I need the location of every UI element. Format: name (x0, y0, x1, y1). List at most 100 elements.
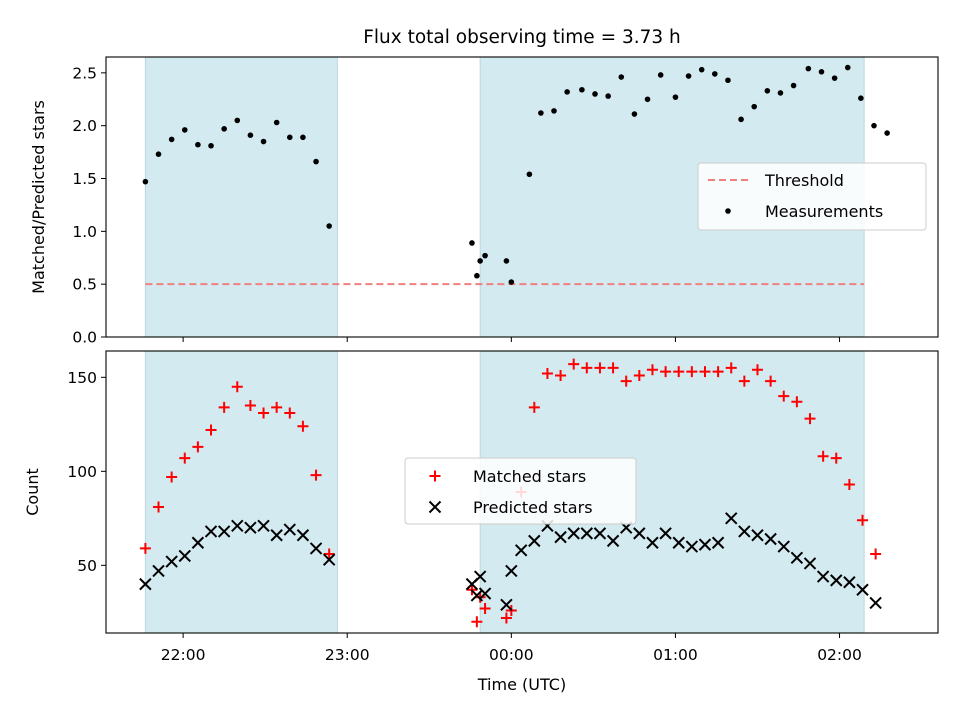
bottom-predicted-stars-point (633, 527, 646, 540)
top-measurements-point (592, 91, 598, 97)
bottom-predicted-stars-point (790, 551, 804, 565)
top-observing-window-0 (144, 56, 338, 338)
bottom-matched-stars-point (231, 381, 243, 393)
bottom-predicted-stars-point (204, 525, 218, 538)
bottom-matched-stars-point (686, 366, 698, 378)
top-measurements-point (221, 126, 227, 132)
bottom-predicted-stars-point (217, 525, 231, 538)
legend-predicted-swatch (428, 500, 442, 514)
bottom-matched-stars-point (804, 413, 816, 425)
chart-title: Flux total observing time = 3.73 h (363, 27, 681, 48)
bottom-matched-stars-point (581, 362, 593, 374)
bottom-matched-stars-point (646, 364, 658, 376)
bottom-matched-stars-point (244, 400, 256, 412)
bottom-predicted-stars-point (500, 598, 513, 612)
top-measurements-point (751, 103, 758, 110)
top-measurements-point (644, 96, 651, 103)
bottom-predicted-stars-point (283, 523, 297, 536)
legend-measurements-label: Measurements (765, 202, 883, 221)
bottom-matched-stars-point (500, 612, 512, 624)
bottom-predicted-stars-point (659, 527, 672, 540)
top-measurements-point (326, 223, 332, 229)
legend-threshold-label: Threshold (764, 171, 844, 190)
bottom-matched-stars-point (830, 452, 842, 464)
top-measurements-point (482, 252, 488, 259)
bottom-matched-stars-point (712, 366, 724, 378)
bottom-matched-stars-point (310, 469, 322, 481)
bottom-predicted-stars-point (672, 536, 685, 549)
bottom-matched-stars-point (323, 548, 335, 560)
legend-predicted-label: Predicted stars (473, 498, 593, 517)
x-tick-label: 01:00 (653, 646, 698, 664)
top-measurements-point (526, 171, 533, 178)
top-y-tick-label: 2.0 (72, 117, 97, 135)
bottom-y-tick-label: 100 (67, 463, 97, 481)
bottom-matched-stars-point (699, 366, 711, 378)
bottom-matched-stars-point (765, 375, 777, 387)
bottom-legend-box (404, 457, 637, 525)
legend-measurements-swatch (725, 208, 731, 214)
bottom-predicted-stars-point (777, 540, 790, 553)
bottom-matched-stars-point (620, 375, 632, 387)
bottom-matched-stars-point (541, 368, 553, 380)
bottom-predicted-stars-point (322, 553, 336, 566)
bottom-matched-stars-point (778, 390, 790, 402)
top-y-tick-label: 2.5 (72, 64, 97, 82)
top-measurements-point (777, 90, 784, 96)
bottom-predicted-stars-point (514, 544, 528, 557)
bottom-predicted-stars-point (738, 525, 751, 538)
bottom-predicted-stars-point (606, 534, 620, 548)
bottom-predicted-stars-point (473, 570, 487, 583)
x-axis-label: Time (UTC) (477, 675, 566, 694)
top-measurements-point (181, 127, 188, 133)
top-measurements-point (884, 130, 890, 136)
top-measurements-point (538, 110, 544, 116)
top-legend-box (697, 162, 927, 231)
bottom-matched-stars-point (660, 366, 672, 378)
bottom-matched-stars-point (673, 366, 685, 378)
bottom-matched-stars-point (568, 358, 580, 370)
bottom-predicted-stars-point (296, 529, 310, 542)
top-measurements-point (234, 117, 241, 124)
bottom-matched-stars-point (870, 548, 882, 560)
top-measurements-point (260, 138, 267, 145)
x-tick-label: 23:00 (325, 646, 370, 664)
bottom-matched-stars-point (528, 401, 540, 413)
top-measurements-point (247, 132, 254, 138)
legend-matched-label: Matched stars (473, 467, 586, 486)
bottom-predicted-stars-point (646, 536, 659, 549)
bottom-predicted-stars-point (152, 564, 165, 578)
bottom-matched-stars-point (166, 471, 178, 483)
top-measurements-point (672, 94, 679, 100)
bottom-matched-stars-point (271, 401, 283, 413)
top-y-axis-label: Matched/Predicted stars (29, 100, 48, 294)
bottom-predicted-stars-point (751, 529, 764, 542)
bottom-predicted-stars-point (816, 570, 830, 583)
bottom-matched-stars-point (258, 407, 270, 419)
bottom-predicted-stars-point (830, 574, 843, 587)
bottom-legend: Matched stars Predicted stars (404, 457, 637, 525)
bottom-predicted-stars-point (165, 555, 178, 568)
bottom-matched-stars-point (817, 450, 829, 462)
top-measurements-point (313, 158, 319, 165)
bottom-predicted-stars-point (698, 538, 712, 551)
bottom-matched-stars-point (139, 542, 151, 554)
top-measurements-point (698, 66, 705, 73)
top-measurements-point (286, 134, 293, 141)
top-measurements-point (831, 75, 838, 81)
bottom-predicted-stars-point (231, 519, 244, 533)
top-measurements-point (579, 86, 585, 93)
bottom-predicted-stars-point (478, 587, 492, 600)
bottom-predicted-stars-point (869, 596, 882, 610)
bottom-matched-stars-point (607, 362, 619, 374)
top-measurements-point (168, 136, 175, 143)
x-tick-label: 22:00 (161, 646, 206, 664)
top-measurements-point (273, 119, 280, 126)
bottom-matched-stars-point (633, 369, 645, 381)
bottom-matched-stars-point (555, 369, 567, 381)
bottom-predicted-stars-point (505, 564, 518, 578)
bottom-matched-stars-point (738, 375, 750, 387)
bottom-predicted-stars-point (270, 529, 283, 542)
top-y-tick-label: 1.5 (72, 170, 97, 188)
